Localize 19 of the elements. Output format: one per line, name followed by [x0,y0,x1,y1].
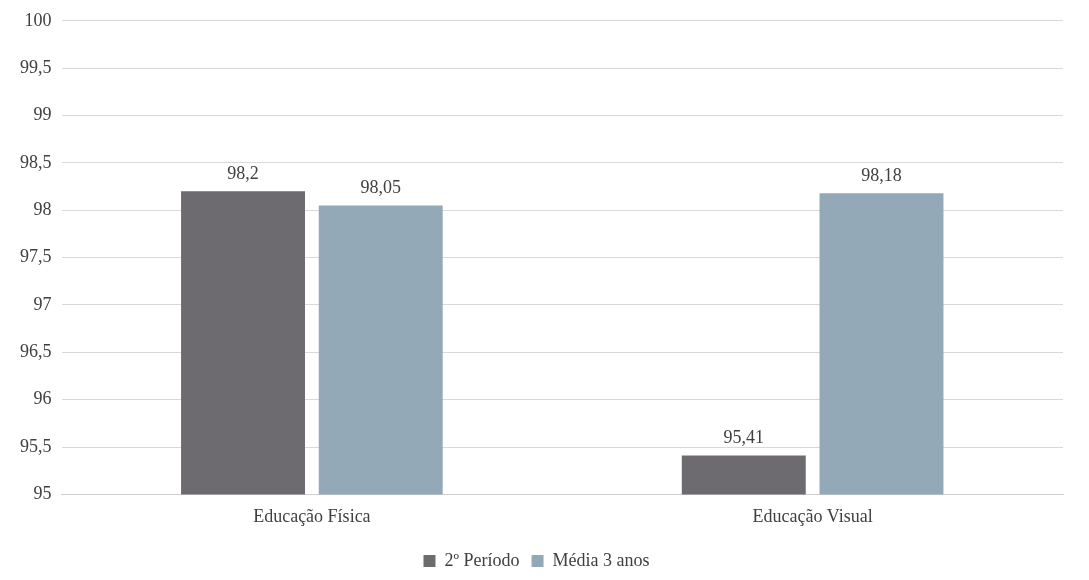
y-tick-label: 98 [33,198,52,219]
legend-label: 2º Período [444,549,520,570]
y-tick-label: 100 [24,9,52,30]
y-tick-label: 97 [33,293,52,314]
y-tick-label: 97,5 [20,246,52,267]
data-label: 98,05 [360,177,401,198]
data-label: 95,41 [723,427,765,448]
data-label: 98,18 [861,164,902,185]
x-tick-label: Educação Física [253,505,371,526]
y-tick-label: 95 [33,483,52,504]
y-tick-label: 95,5 [20,435,52,456]
y-tick-label: 98,5 [20,151,52,172]
y-tick-label: 99 [33,104,52,125]
y-tick-label: 96 [33,388,52,409]
legend-label: Média 3 anos [552,549,650,570]
y-tick-label: 99,5 [20,56,52,77]
x-tick-label: Educação Visual [752,505,873,526]
y-tick-label: 96,5 [20,341,52,362]
data-label: 98,2 [227,163,259,184]
